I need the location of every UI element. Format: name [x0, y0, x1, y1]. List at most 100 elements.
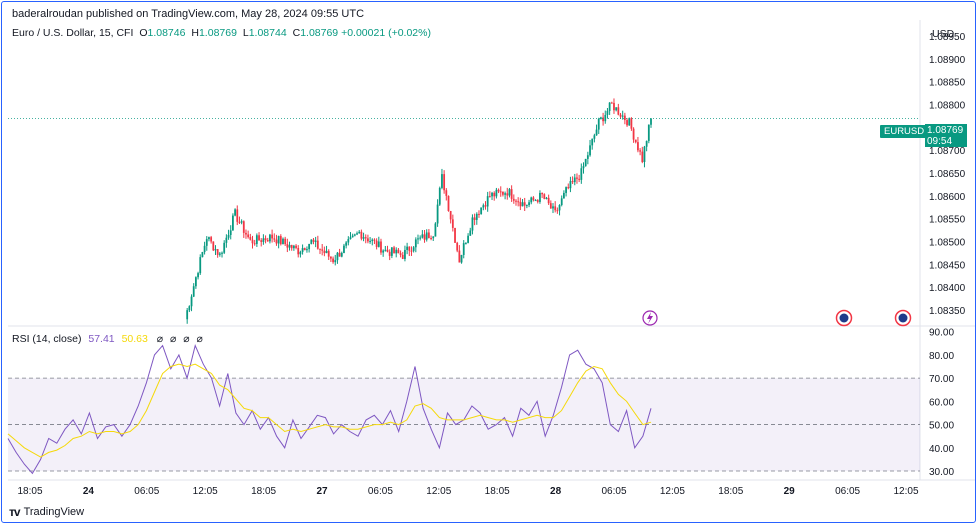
time-tick-label: 24: [83, 486, 95, 497]
time-tick-label: 28: [550, 486, 562, 497]
candle-body: [380, 241, 382, 253]
candle-body: [539, 192, 541, 202]
candle-body: [600, 117, 602, 119]
earnings-lightning-icon: [642, 310, 658, 326]
candle-body: [323, 250, 326, 254]
time-tick-label: 18:05: [17, 486, 42, 497]
candle-body: [240, 221, 243, 223]
symbol-legend[interactable]: Euro / U.S. Dollar, 15, CFI O1.08746 H1.…: [12, 27, 431, 39]
candle-body: [534, 200, 537, 202]
candle-body: [264, 238, 267, 241]
candle-body: [462, 243, 465, 255]
candle-body: [292, 245, 295, 249]
bar-countdown: 09:54: [927, 136, 953, 147]
candle-body: [556, 210, 559, 212]
candle-body: [245, 232, 247, 235]
candle-body: [519, 201, 522, 207]
candle-body: [279, 236, 282, 245]
candle-body: [382, 250, 385, 253]
candle-body: [482, 205, 485, 208]
candle-body: [201, 252, 204, 258]
candle-body: [369, 241, 371, 243]
candle-body: [299, 251, 302, 255]
candle-body: [493, 192, 496, 197]
candle-body: [190, 296, 193, 307]
candle-body: [597, 118, 600, 130]
candle-body: [467, 235, 469, 243]
candle-body: [610, 102, 613, 104]
candle-body: [203, 245, 206, 253]
rsi-tick-label: 50.00: [929, 421, 954, 432]
candle-body: [258, 235, 260, 241]
candle-body: [251, 239, 254, 244]
candle-body: [569, 181, 572, 189]
candle-body: [445, 190, 448, 196]
candle-body: [419, 237, 422, 239]
candle-body: [406, 246, 409, 250]
candle-body: [573, 177, 576, 183]
rsi-legend[interactable]: RSI (14, close) 57.41 50.63 ⌀ ⌀ ⌀ ⌀: [12, 333, 205, 345]
publisher-info: baderalroudan published on TradingView.c…: [12, 8, 365, 20]
candle-body: [626, 120, 628, 126]
candle-body: [397, 249, 400, 254]
candle-body: [327, 250, 330, 257]
candle-body: [447, 195, 450, 211]
tradingview-name: TradingView: [23, 506, 85, 518]
time-tick-label: 27: [316, 486, 328, 497]
candle-body: [417, 238, 419, 240]
close-label: C: [292, 27, 301, 39]
candle-body: [497, 189, 500, 192]
candle-body: [347, 239, 350, 243]
candle-body: [371, 239, 374, 242]
candle-body: [340, 252, 343, 257]
candle-body: [608, 102, 611, 111]
candle-body: [319, 248, 321, 250]
candle-body: [512, 198, 515, 201]
symbol-name: Euro / U.S. Dollar, 15, CFI: [12, 27, 134, 39]
candle-body: [232, 215, 234, 231]
event-flag: [839, 313, 849, 323]
candle-body: [410, 250, 413, 252]
candle-body: [395, 249, 398, 254]
candle-body: [523, 202, 526, 206]
candle-body: [384, 249, 387, 251]
price-tick-label: 1.08900: [929, 55, 966, 66]
candle-body: [584, 158, 587, 167]
candle-body: [275, 239, 278, 244]
time-tick-label: 29: [784, 486, 796, 497]
candle-body: [393, 247, 395, 254]
candle-body: [510, 189, 513, 199]
candle-body: [536, 200, 539, 202]
rsi-tick-label: 30.00: [929, 467, 954, 478]
candle-body: [284, 238, 287, 245]
candle-body: [506, 193, 509, 196]
candle-body: [451, 219, 454, 228]
candle-body: [290, 245, 293, 249]
candle-body: [249, 237, 252, 240]
candle-body: [438, 187, 441, 205]
candle-body: [332, 258, 334, 263]
candle-body: [260, 240, 263, 242]
tradingview-logo[interactable]: ᴛᴠ TradingView: [9, 505, 84, 519]
candle-body: [334, 260, 337, 263]
currency-label[interactable]: USD: [932, 28, 955, 40]
candle-body: [650, 118, 652, 125]
candle-body: [325, 250, 328, 254]
time-tick-label: 12:05: [660, 486, 685, 497]
candle-body: [495, 189, 498, 197]
candle-body: [229, 230, 232, 235]
candle-body: [356, 233, 358, 235]
candle-body: [630, 118, 633, 129]
candle-body: [329, 256, 332, 259]
change-value: +0.00021 (+0.02%): [341, 27, 431, 39]
candle-body: [218, 253, 221, 255]
candle-body: [486, 196, 489, 207]
candle-body: [430, 237, 432, 239]
candle-body: [208, 237, 210, 240]
candle-body: [434, 223, 437, 237]
price-tick-label: 1.08400: [929, 283, 966, 294]
candle-body: [634, 139, 637, 143]
candle-body: [247, 234, 250, 238]
time-tick-label: 06:05: [835, 486, 860, 497]
